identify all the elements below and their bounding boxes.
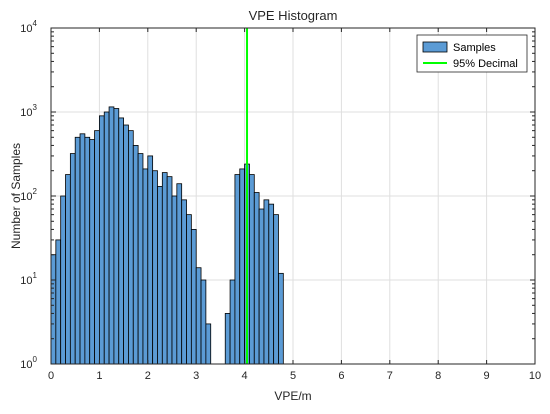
x-tick-label: 6 <box>338 370 344 382</box>
histogram-bar <box>108 106 115 365</box>
histogram-bar <box>253 192 260 365</box>
x-tick-label: 7 <box>387 370 393 382</box>
histogram-bar <box>239 168 245 365</box>
x-axis-ticks: 0 1 2 3 4 5 6 7 8 9 10 <box>48 28 541 382</box>
legend-box <box>416 34 528 73</box>
x-tick-label: 1 <box>96 370 102 382</box>
y-tick-label: 103 <box>20 103 37 119</box>
histogram-bar <box>132 145 139 365</box>
histogram-bar <box>186 214 192 365</box>
histogram-bar <box>268 203 275 365</box>
x-tick-label: 10 <box>529 370 541 382</box>
histogram-bar <box>263 199 270 365</box>
histogram-bar <box>113 108 120 365</box>
legend-label-samples: Samples <box>453 42 496 54</box>
x-tick-label: 5 <box>290 370 296 382</box>
y-axis-ticks: 100 101 102 103 104 <box>20 19 535 371</box>
histogram-bar <box>84 136 91 365</box>
histogram-bar <box>79 133 86 365</box>
histogram-bar <box>229 279 236 365</box>
y-axis-label: Number of Samples <box>9 143 23 249</box>
histogram-bar <box>60 195 66 365</box>
y-tick-label: 100 <box>20 355 37 371</box>
histogram-bar <box>195 267 202 365</box>
x-tick-label: 3 <box>193 370 199 382</box>
histogram-bar <box>142 168 149 365</box>
legend-label-reference: 95% Decimal <box>453 58 518 70</box>
y-tick-label: 101 <box>20 271 37 287</box>
histogram-bar <box>65 174 71 365</box>
histogram-bar <box>200 279 207 365</box>
x-axis-label: VPE/m <box>274 389 311 403</box>
histogram-bar <box>234 174 241 365</box>
histogram-bar <box>69 153 76 365</box>
histogram-bar <box>137 153 144 365</box>
histogram-bar <box>224 313 231 365</box>
legend-swatch-samples <box>422 41 448 53</box>
x-tick-label: 0 <box>48 370 54 382</box>
histogram-bar <box>103 111 110 365</box>
histogram-bar <box>205 323 212 365</box>
histogram-bar <box>89 139 95 365</box>
histogram-bar <box>166 176 173 365</box>
y-tick-label: 102 <box>20 187 37 203</box>
y-tick-label: 104 <box>20 19 37 35</box>
x-tick-label: 2 <box>145 370 151 382</box>
histogram-bar <box>171 195 178 365</box>
histogram-bar <box>94 130 100 365</box>
histogram-bar <box>258 208 265 365</box>
histogram-bar <box>55 239 62 365</box>
histogram-bar <box>50 254 57 365</box>
legend: Samples 95% Decimal <box>416 34 528 73</box>
histogram-bar <box>99 115 105 365</box>
histogram-bar <box>190 229 197 365</box>
histogram-bar <box>278 272 284 365</box>
histogram-bar <box>176 183 183 365</box>
chart-title: VPE Histogram <box>249 8 338 23</box>
histogram-bar <box>74 136 81 365</box>
histogram-bar <box>157 186 163 365</box>
histogram-bar <box>181 199 187 365</box>
histogram-bar <box>123 124 129 365</box>
histogram-bar <box>249 174 255 365</box>
histogram-bar <box>128 130 134 365</box>
histogram-bar <box>152 170 158 365</box>
x-tick-label: 4 <box>242 370 248 382</box>
x-tick-label: 9 <box>484 370 490 382</box>
histogram-bar <box>273 214 279 365</box>
histogram-bar <box>161 172 168 365</box>
x-tick-label: 8 <box>435 370 441 382</box>
histogram-bar <box>147 155 154 365</box>
histogram-bar <box>118 117 125 365</box>
